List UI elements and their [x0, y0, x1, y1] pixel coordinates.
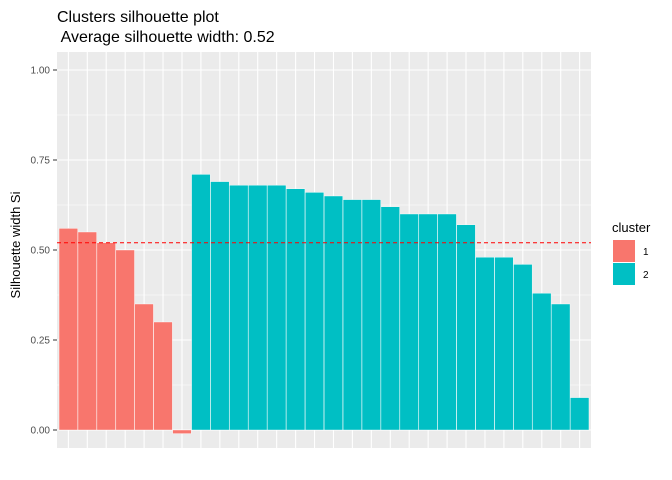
- bar-cluster-1: [96, 242, 116, 431]
- legend: cluster 1 2: [612, 220, 651, 285]
- bar-cluster-2: [229, 184, 249, 431]
- legend-label-1: 1: [643, 247, 649, 258]
- bar-cluster-1: [134, 303, 154, 431]
- bar-cluster-2: [475, 257, 495, 431]
- bar-cluster-2: [361, 199, 381, 431]
- y-tick-label: 0.25: [31, 336, 51, 347]
- legend-key-1: [613, 240, 635, 262]
- y-axis-title: Silhouette width Si: [8, 191, 23, 298]
- legend-title: cluster: [612, 220, 651, 235]
- bar-cluster-1: [115, 249, 135, 431]
- legend-key-2: [613, 263, 635, 285]
- bar-cluster-1: [172, 429, 192, 434]
- bar-cluster-2: [380, 206, 400, 431]
- y-tick-label: 0.00: [31, 426, 51, 437]
- bar-cluster-2: [286, 188, 306, 431]
- bar-cluster-2: [399, 213, 419, 431]
- y-axis: 0.00 0.25 0.50 0.75 1.00: [31, 66, 57, 437]
- y-tick-label: 0.50: [31, 246, 51, 257]
- bar-cluster-2: [570, 397, 590, 431]
- bars: [58, 174, 590, 434]
- legend-label-2: 2: [643, 270, 649, 281]
- bar-cluster-2: [210, 181, 230, 431]
- bar-cluster-1: [77, 231, 97, 431]
- chart-subtitle: Average silhouette width: 0.52: [57, 29, 275, 46]
- y-tick-label: 0.75: [31, 156, 51, 167]
- bar-cluster-2: [191, 174, 211, 431]
- bar-cluster-1: [153, 321, 173, 431]
- bar-cluster-2: [418, 213, 438, 431]
- bar-cluster-2: [532, 293, 552, 431]
- bar-cluster-2: [248, 184, 268, 431]
- y-tick-label: 1.00: [31, 66, 51, 77]
- chart-title: Clusters silhouette plot: [57, 9, 219, 26]
- bar-cluster-2: [437, 213, 457, 431]
- bar-cluster-2: [267, 184, 287, 431]
- bar-cluster-2: [551, 303, 571, 431]
- bar-cluster-2: [513, 264, 533, 431]
- bar-cluster-2: [323, 195, 343, 431]
- bar-cluster-2: [456, 224, 476, 431]
- bar-cluster-1: [58, 228, 78, 431]
- bar-cluster-2: [305, 192, 325, 431]
- bar-cluster-2: [494, 257, 514, 431]
- bar-cluster-2: [342, 199, 362, 431]
